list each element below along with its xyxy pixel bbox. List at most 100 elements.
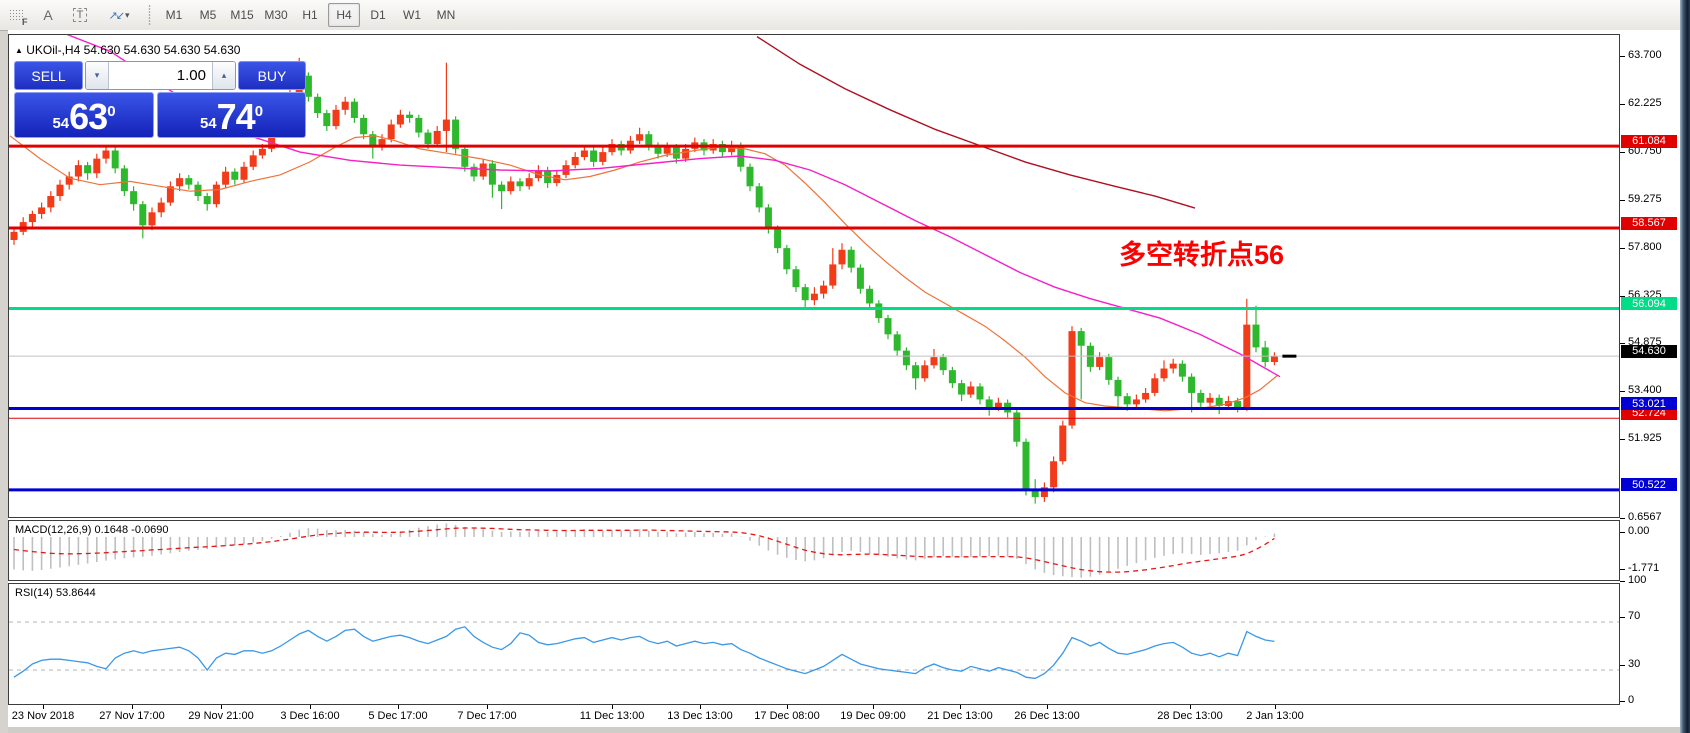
axis-tick-label: 59.275	[1628, 193, 1662, 205]
time-label: 26 Dec 13:00	[1014, 710, 1080, 722]
toolbar: F A T ↗↙ ▾ M1 M5 M15 M30 H1 H4 D1 W1 MN	[0, 0, 1690, 31]
level-price-label-61.084: 61.084	[1621, 134, 1677, 148]
ma-fast-line	[9, 135, 1279, 412]
timeframe-button-w1[interactable]: W1	[403, 8, 421, 22]
axis-tick	[1620, 104, 1625, 105]
letter-a-icon[interactable]: A	[35, 3, 61, 27]
volume-decrease-button[interactable]: ▾	[86, 62, 109, 89]
timeframe-button-m1[interactable]: M1	[165, 8, 183, 22]
axis-tick-label: 51.925	[1628, 432, 1662, 445]
timeframe-button-m15[interactable]: M15	[230, 8, 254, 22]
rsi-chart	[9, 621, 1619, 680]
grid-f-icon-glyph: F	[8, 8, 28, 27]
level-price-label-50.522: 50.522	[1621, 478, 1677, 492]
sell-price-button[interactable]: 54 63 0	[14, 92, 154, 138]
time-tick	[132, 705, 133, 709]
time-label: 5 Dec 17:00	[368, 710, 428, 722]
time-label: 29 Nov 21:00	[188, 710, 254, 722]
time-tick	[43, 705, 44, 709]
arrows-icon[interactable]: ↗↙ ▾	[99, 3, 139, 27]
sell-button[interactable]: SELL	[14, 61, 83, 90]
timeframe-button-m5[interactable]: M5	[199, 8, 217, 22]
collapse-triangle-icon[interactable]: ▲	[15, 46, 23, 55]
text-box-glyph: T	[72, 8, 88, 22]
rsi-line	[13, 626, 1275, 680]
letter-a-glyph: A	[43, 7, 53, 23]
main-chart-pane[interactable]: ▲ UKOil-,H4 54.630 54.630 54.630 54.630 …	[8, 34, 1620, 518]
axis-tick	[1620, 617, 1625, 618]
symbol-timeframe: UKOil-,H4	[26, 43, 81, 57]
axis-tick-label: 30	[1628, 658, 1641, 670]
bottom-strip	[8, 727, 1680, 733]
time-label: 19 Dec 09:00	[840, 710, 906, 722]
axis-tick-label: 70	[1628, 610, 1641, 622]
axis-tick	[1620, 568, 1625, 570]
time-label: 28 Dec 13:00	[1157, 710, 1223, 722]
axis-tick	[1620, 581, 1625, 582]
volume-input[interactable]: 1.00	[176, 67, 206, 84]
time-label: 11 Dec 13:00	[579, 710, 645, 722]
text-box-icon[interactable]: T	[67, 3, 93, 27]
axis-tick-label: 100	[1628, 574, 1647, 586]
volume-box: ▾ 1.00 ▴	[85, 61, 236, 90]
rsi-label: RSI(14) 53.8644	[15, 587, 96, 599]
axis-tick-label: 60.750	[1628, 145, 1662, 157]
macd-histogram	[13, 523, 1276, 578]
ohlc-values: 54.630 54.630 54.630 54.630	[83, 43, 241, 57]
timeframe-button-mn[interactable]: MN	[436, 8, 456, 22]
time-tick	[487, 705, 488, 709]
axis-tick	[1620, 665, 1625, 666]
time-tick	[1275, 705, 1276, 709]
time-label: 13 Dec 13:00	[667, 710, 733, 722]
price-axis[interactable]: 63.700 62.225 60.750 59.275 57.800 56.325 54.8…	[1620, 34, 1680, 727]
chevron-down-icon[interactable]: ▾	[124, 9, 130, 20]
time-tick	[1047, 705, 1048, 709]
axis-tick-label: 0.6567	[1628, 511, 1662, 524]
chart-window: ▲ UKOil-,H4 54.630 54.630 54.630 54.630 …	[8, 30, 1680, 733]
axis-tick	[1620, 56, 1625, 57]
timeframe-button-h1[interactable]: H1	[302, 8, 318, 22]
axis-tick	[1620, 343, 1625, 345]
buy-price-button[interactable]: 54 74 0	[157, 92, 306, 138]
level-price-label-56.094: 56.094	[1621, 297, 1677, 311]
level-lines-layer	[9, 144, 1619, 492]
toolbar-separator	[146, 4, 153, 26]
candles-layer	[10, 57, 1278, 504]
timeframe-group: M1 M5 M15 M30 H1 H4 D1 W1 MN	[157, 3, 463, 27]
buy-button[interactable]: BUY	[238, 61, 306, 90]
axis-tick-label: -1.771	[1628, 561, 1660, 574]
time-tick	[310, 705, 311, 709]
macd-pane[interactable]: MACD(12,26,9) 0.1648 -0.0690	[8, 520, 1620, 581]
buy-price-prefix: 54	[199, 115, 217, 132]
time-tick	[787, 705, 788, 709]
axis-tick-label: 0	[1628, 694, 1635, 706]
timeframe-button-h4[interactable]: H4	[328, 3, 360, 27]
time-label: 21 Dec 13:00	[927, 710, 993, 722]
axis-tick-label: 57.800	[1628, 241, 1662, 253]
timeframe-button-m30[interactable]: M30	[264, 8, 288, 22]
grid-f-icon[interactable]: F	[3, 3, 29, 27]
time-axis[interactable]: 23 Nov 2018 27 Nov 17:00 29 Nov 21:00 3 Dec…	[8, 705, 1620, 727]
window-edge	[1680, 0, 1690, 733]
time-tick	[221, 705, 222, 709]
axis-tick	[1620, 532, 1625, 533]
ma-slow-line	[756, 36, 1196, 209]
buy-price-sup: 0	[254, 103, 264, 120]
rsi-pane[interactable]: RSI(14) 53.8644	[8, 583, 1620, 705]
level-price-label-53.021: 53.021	[1621, 397, 1677, 411]
sell-price-sup: 0	[107, 103, 116, 120]
volume-increase-button[interactable]: ▴	[212, 62, 235, 89]
axis-tick-label: 53.400	[1628, 384, 1662, 397]
axis-tick	[1620, 248, 1625, 249]
current-price-label: 54.630	[1621, 344, 1677, 358]
timeframe-button-d1[interactable]: D1	[370, 8, 386, 22]
time-label: 27 Nov 17:00	[99, 710, 165, 722]
candlestick-chart[interactable]	[9, 35, 1619, 517]
chart-title: ▲ UKOil-,H4 54.630 54.630 54.630 54.630	[15, 43, 240, 57]
axis-tick	[1620, 296, 1625, 297]
sell-price-prefix: 54	[52, 115, 70, 132]
time-tick	[612, 705, 613, 709]
time-tick	[700, 705, 701, 709]
time-label: 23 Nov 2018	[11, 710, 75, 722]
